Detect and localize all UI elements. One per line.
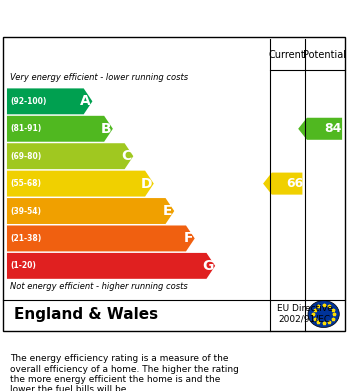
Text: EU Directive
2002/91/EC: EU Directive 2002/91/EC: [277, 304, 332, 324]
Text: Energy Efficiency Rating: Energy Efficiency Rating: [14, 8, 243, 26]
Text: Very energy efficient - lower running costs: Very energy efficient - lower running co…: [10, 74, 189, 83]
Polygon shape: [7, 143, 133, 169]
Text: (1-20): (1-20): [10, 261, 36, 270]
Text: E: E: [163, 204, 173, 218]
Text: 66: 66: [286, 177, 303, 190]
Polygon shape: [298, 118, 342, 140]
Text: C: C: [121, 149, 132, 163]
Text: G: G: [202, 259, 213, 273]
Text: D: D: [141, 177, 152, 190]
Text: Potential: Potential: [303, 50, 346, 60]
Text: (92-100): (92-100): [10, 97, 47, 106]
Text: Current: Current: [269, 50, 306, 60]
Text: (81-91): (81-91): [10, 124, 42, 133]
Circle shape: [308, 301, 339, 328]
Text: (39-54): (39-54): [10, 206, 41, 215]
Polygon shape: [7, 116, 113, 142]
Polygon shape: [7, 253, 215, 279]
Text: 84: 84: [325, 122, 342, 135]
Text: (21-38): (21-38): [10, 234, 42, 243]
Polygon shape: [263, 172, 302, 195]
Polygon shape: [7, 198, 174, 224]
Polygon shape: [7, 226, 195, 251]
Text: The energy efficiency rating is a measure of the
overall efficiency of a home. T: The energy efficiency rating is a measur…: [10, 354, 239, 391]
Text: (69-80): (69-80): [10, 152, 42, 161]
Text: (55-68): (55-68): [10, 179, 41, 188]
Text: F: F: [183, 231, 193, 246]
Polygon shape: [7, 170, 154, 197]
Polygon shape: [7, 88, 93, 114]
Text: Not energy efficient - higher running costs: Not energy efficient - higher running co…: [10, 282, 188, 291]
Text: A: A: [80, 94, 90, 108]
Text: B: B: [101, 122, 111, 136]
Text: England & Wales: England & Wales: [14, 307, 158, 321]
